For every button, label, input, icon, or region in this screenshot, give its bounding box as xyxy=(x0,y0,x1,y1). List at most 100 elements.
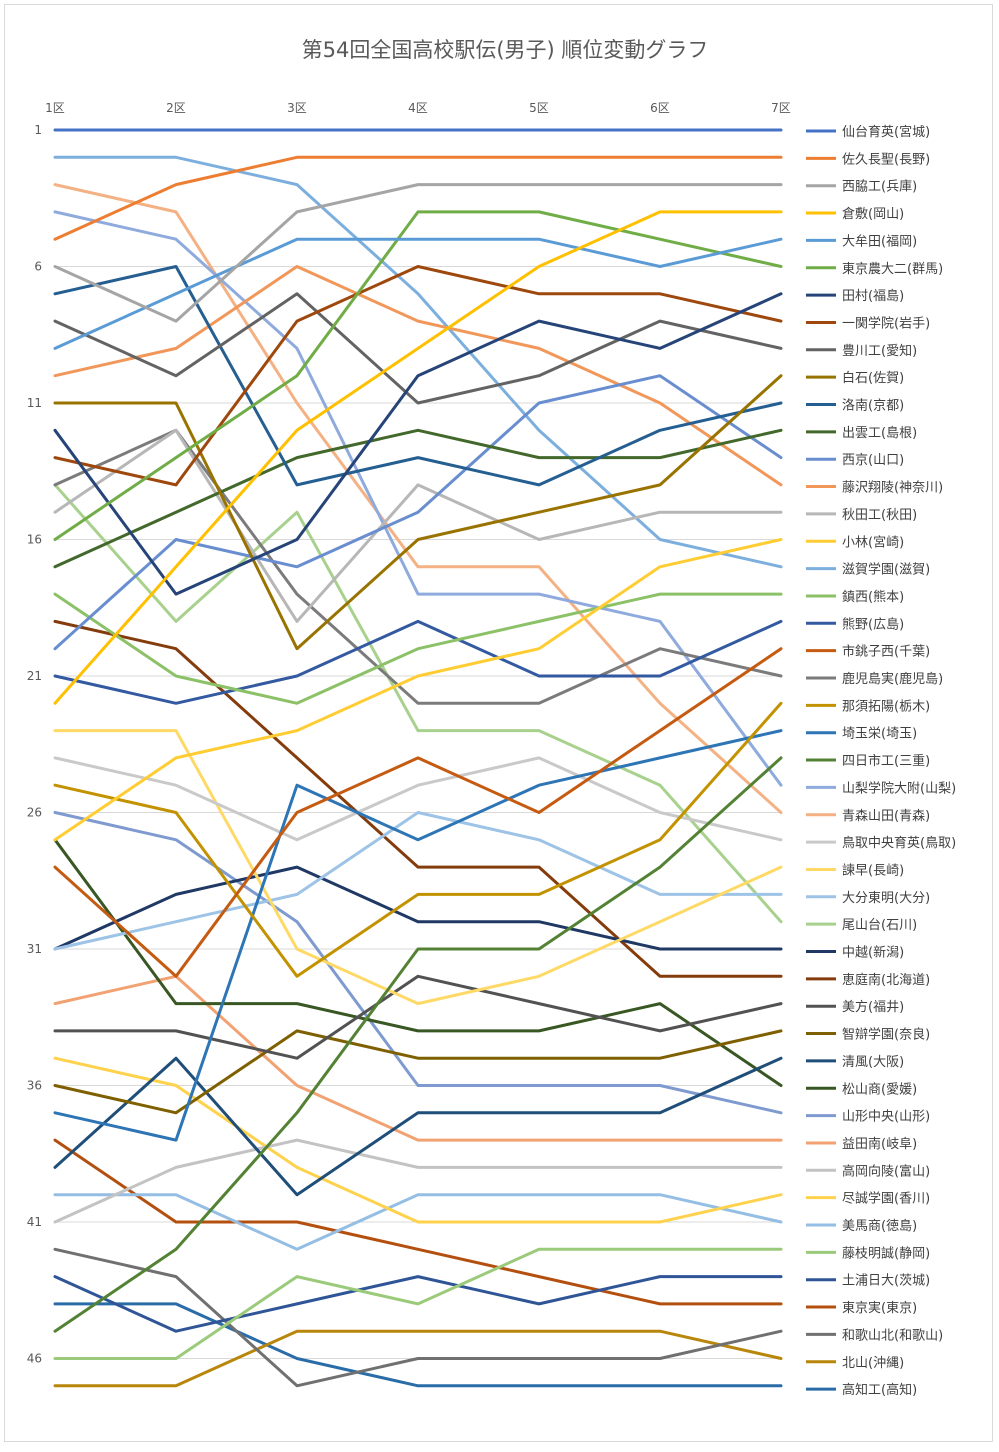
legend-item: 和歌山北(和歌山) xyxy=(806,1328,943,1343)
series-line xyxy=(53,865,783,951)
legend-label: 中越(新潟) xyxy=(842,945,904,961)
x-tick-label: 2区 xyxy=(166,101,186,115)
series-line xyxy=(53,538,783,842)
y-tick-label: 31 xyxy=(27,942,42,956)
legend-label: 高知工(高知) xyxy=(842,1382,917,1398)
legend-label: 尾山台(石川) xyxy=(842,918,917,933)
legend-label: 洛南(京都) xyxy=(842,398,904,414)
legend-item: 市銚子西(千葉) xyxy=(806,644,930,660)
series-line xyxy=(53,428,783,569)
legend-label: 藤枝明誠(静岡) xyxy=(842,1246,930,1261)
legend-label: 恵庭南(北海道) xyxy=(842,972,930,988)
series-line xyxy=(53,811,783,951)
legend-label: 美方(福井) xyxy=(842,999,904,1015)
legend-label: 諫早(長崎) xyxy=(842,862,904,878)
legend-item: 鳥取中央育英(鳥取) xyxy=(806,835,956,851)
y-tick-label: 11 xyxy=(27,396,42,410)
legend-label: 智辯学園(奈良) xyxy=(842,1027,930,1043)
legend-label: 西脇工(兵庫) xyxy=(842,180,917,195)
legend-item: 洛南(京都) xyxy=(806,398,904,414)
series-line xyxy=(53,619,783,705)
series-line xyxy=(53,838,783,1087)
legend-item: 尾山台(石川) xyxy=(806,918,917,933)
legend-label: 大分東明(大分) xyxy=(842,890,930,906)
legend: 仙台育英(宮城) 佐久長聖(長野) 西脇工(兵庫) 倉敷(岡山) 大牟田(福岡) 東京農大… xyxy=(806,124,956,1398)
legend-item: 益田南(岐阜) xyxy=(806,1136,917,1152)
x-tick-label: 5区 xyxy=(529,101,549,115)
legend-label: 仙台育英(宮城) xyxy=(842,124,930,140)
legend-item: 東京農大二(群馬) xyxy=(806,261,943,277)
legend-label: 藤沢翔陵(神奈川) xyxy=(842,481,943,496)
x-tick-label: 1区 xyxy=(45,101,65,115)
legend-item: 滋賀学園(滋賀) xyxy=(806,562,930,578)
x-axis-ticks: 1区 2区 3区 4区 5区 6区 7区 xyxy=(45,101,791,115)
chart-frame xyxy=(4,4,993,1442)
series-line xyxy=(53,1302,783,1388)
series-line xyxy=(53,729,783,1142)
legend-label: 滋賀学園(滋賀) xyxy=(842,562,930,578)
legend-item: 鎮西(熊本) xyxy=(806,589,904,605)
legend-item: 小林(宮崎) xyxy=(806,534,904,550)
series-lines xyxy=(53,128,783,1388)
series-line xyxy=(53,592,783,705)
x-tick-label: 3区 xyxy=(287,101,307,115)
legend-item: 田村(福島) xyxy=(806,289,904,304)
series-line xyxy=(53,265,783,487)
series-line xyxy=(53,1138,783,1306)
series-line xyxy=(53,701,783,978)
legend-label: 高岡向陵(富山) xyxy=(842,1163,930,1179)
series-line xyxy=(53,210,783,541)
legend-item: 熊野(広島) xyxy=(806,616,904,632)
series-line xyxy=(53,428,783,623)
legend-label: 鳥取中央育英(鳥取) xyxy=(842,835,956,851)
legend-item: 高岡向陵(富山) xyxy=(806,1163,930,1179)
legend-item: 東京実(東京) xyxy=(806,1300,917,1316)
legend-item: 藤枝明誠(静岡) xyxy=(806,1246,930,1261)
series-line xyxy=(53,756,783,1333)
legend-item: 仙台育英(宮城) xyxy=(806,124,930,140)
legend-label: 埼玉栄(埼玉) xyxy=(842,727,917,742)
legend-label: 小林(宮崎) xyxy=(842,534,904,550)
x-tick-label: 7区 xyxy=(771,101,791,115)
legend-label: 西京(山口) xyxy=(842,453,904,468)
legend-item: 藤沢翔陵(神奈川) xyxy=(806,481,943,496)
legend-label: 田村(福島) xyxy=(842,289,904,304)
series-line xyxy=(53,729,783,1006)
series-line xyxy=(53,292,783,405)
legend-label: 佐久長聖(長野) xyxy=(842,152,930,167)
legend-label: 鎮西(熊本) xyxy=(842,589,904,605)
legend-item: 那須拓陽(栃木) xyxy=(806,699,930,714)
series-line xyxy=(53,210,783,705)
legend-label: 北山(沖縄) xyxy=(842,1356,904,1371)
legend-item: 一関学院(岩手) xyxy=(806,315,930,331)
legend-item: 埼玉栄(埼玉) xyxy=(806,727,917,742)
legend-label: 市銚子西(千葉) xyxy=(842,644,930,660)
legend-label: 豊川工(愛知) xyxy=(842,343,917,359)
series-line xyxy=(53,183,783,814)
legend-label: 東京農大二(群馬) xyxy=(842,261,943,277)
legend-item: 秋田工(秋田) xyxy=(806,508,917,523)
series-line xyxy=(53,483,783,924)
y-tick-label: 41 xyxy=(27,1215,42,1229)
legend-item: 四日市工(三重) xyxy=(806,753,930,769)
legend-label: 土浦日大(茨城) xyxy=(842,1274,930,1289)
legend-label: 山形中央(山形) xyxy=(842,1110,930,1125)
x-tick-label: 6区 xyxy=(650,101,670,115)
series-line xyxy=(53,974,783,1060)
legend-item: 鹿児島実(鹿児島) xyxy=(806,671,943,687)
legend-label: 熊野(広島) xyxy=(842,616,904,632)
legend-item: 恵庭南(北海道) xyxy=(806,972,930,988)
legend-item: 智辯学園(奈良) xyxy=(806,1027,930,1043)
series-line xyxy=(53,292,783,596)
series-line xyxy=(53,811,783,1115)
legend-item: 大牟田(福岡) xyxy=(806,234,917,249)
y-tick-label: 36 xyxy=(27,1079,42,1093)
chart-title: 第54回全国高校駅伝(男子) 順位変動グラフ xyxy=(302,38,709,62)
legend-label: 秋田工(秋田) xyxy=(842,508,917,523)
y-tick-label: 1 xyxy=(34,123,42,137)
legend-item: 青森山田(青森) xyxy=(806,809,930,824)
series-line xyxy=(53,1138,783,1224)
legend-item: 美馬商(徳島) xyxy=(806,1219,917,1234)
